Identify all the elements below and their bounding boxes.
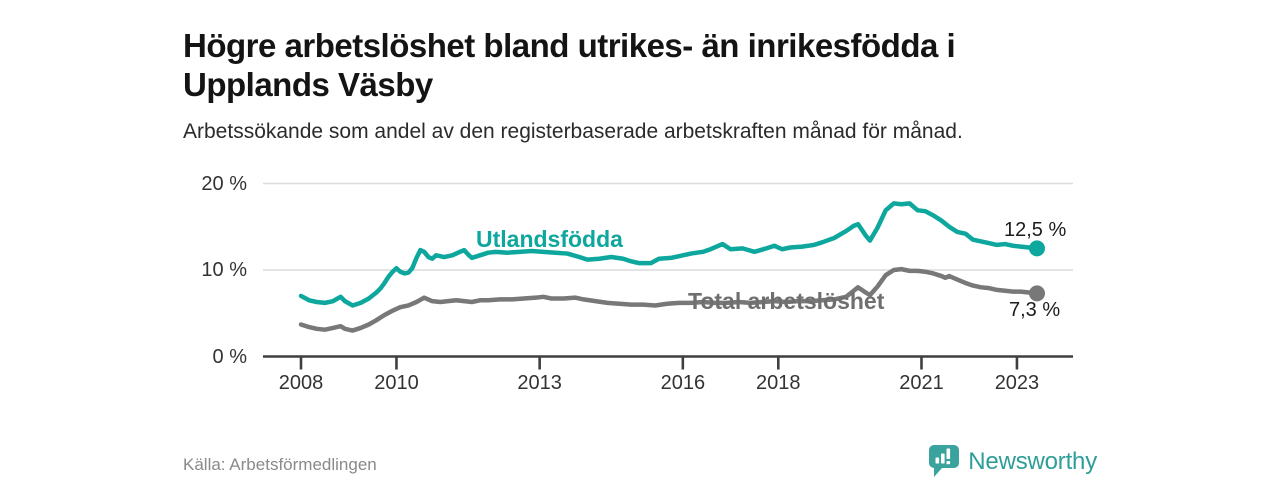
x-tick-label: 2010	[374, 372, 419, 394]
y-tick-label: 10 %	[201, 259, 247, 281]
total-arbetsloshet-end-value-label: 7,3 %	[1009, 299, 1061, 321]
y-tick-label: 0 %	[212, 345, 247, 368]
utlandsfodda-series-label: Utlandsfödda	[476, 226, 623, 252]
source-note: Källa: Arbetsförmedlingen	[183, 455, 377, 474]
utlandsfodda-end-value-label: 12,5 %	[1004, 219, 1067, 241]
x-tick-label: 2013	[517, 372, 562, 394]
brand-name: Newsworthy	[968, 447, 1097, 475]
newsworthy-icon	[929, 445, 960, 477]
page-subtitle: Arbetssökande som andel av den registerb…	[183, 120, 963, 143]
page-title: Högre arbetslöshet bland utrikes- än inr…	[183, 27, 956, 104]
x-tick-label: 2008	[278, 372, 324, 394]
x-tick-label: 2023	[994, 372, 1040, 394]
chart-x-axis	[263, 355, 1073, 370]
x-tick-label: 2016	[660, 372, 706, 394]
x-tick-label: 2018	[756, 372, 801, 394]
y-tick-label: 20 %	[201, 172, 247, 195]
utlandsfodda-end-dot	[1028, 240, 1045, 257]
total-arbetsloshet-end-dot	[1028, 285, 1045, 302]
total-arbetsloshet-series-label: Total arbetslöshet	[688, 288, 885, 314]
utlandsfodda-line	[298, 201, 1040, 308]
x-tick-label: 2021	[899, 372, 944, 394]
total-arbetsloshet-line	[298, 266, 1040, 333]
brand-logo: Newsworthy	[928, 444, 1097, 479]
